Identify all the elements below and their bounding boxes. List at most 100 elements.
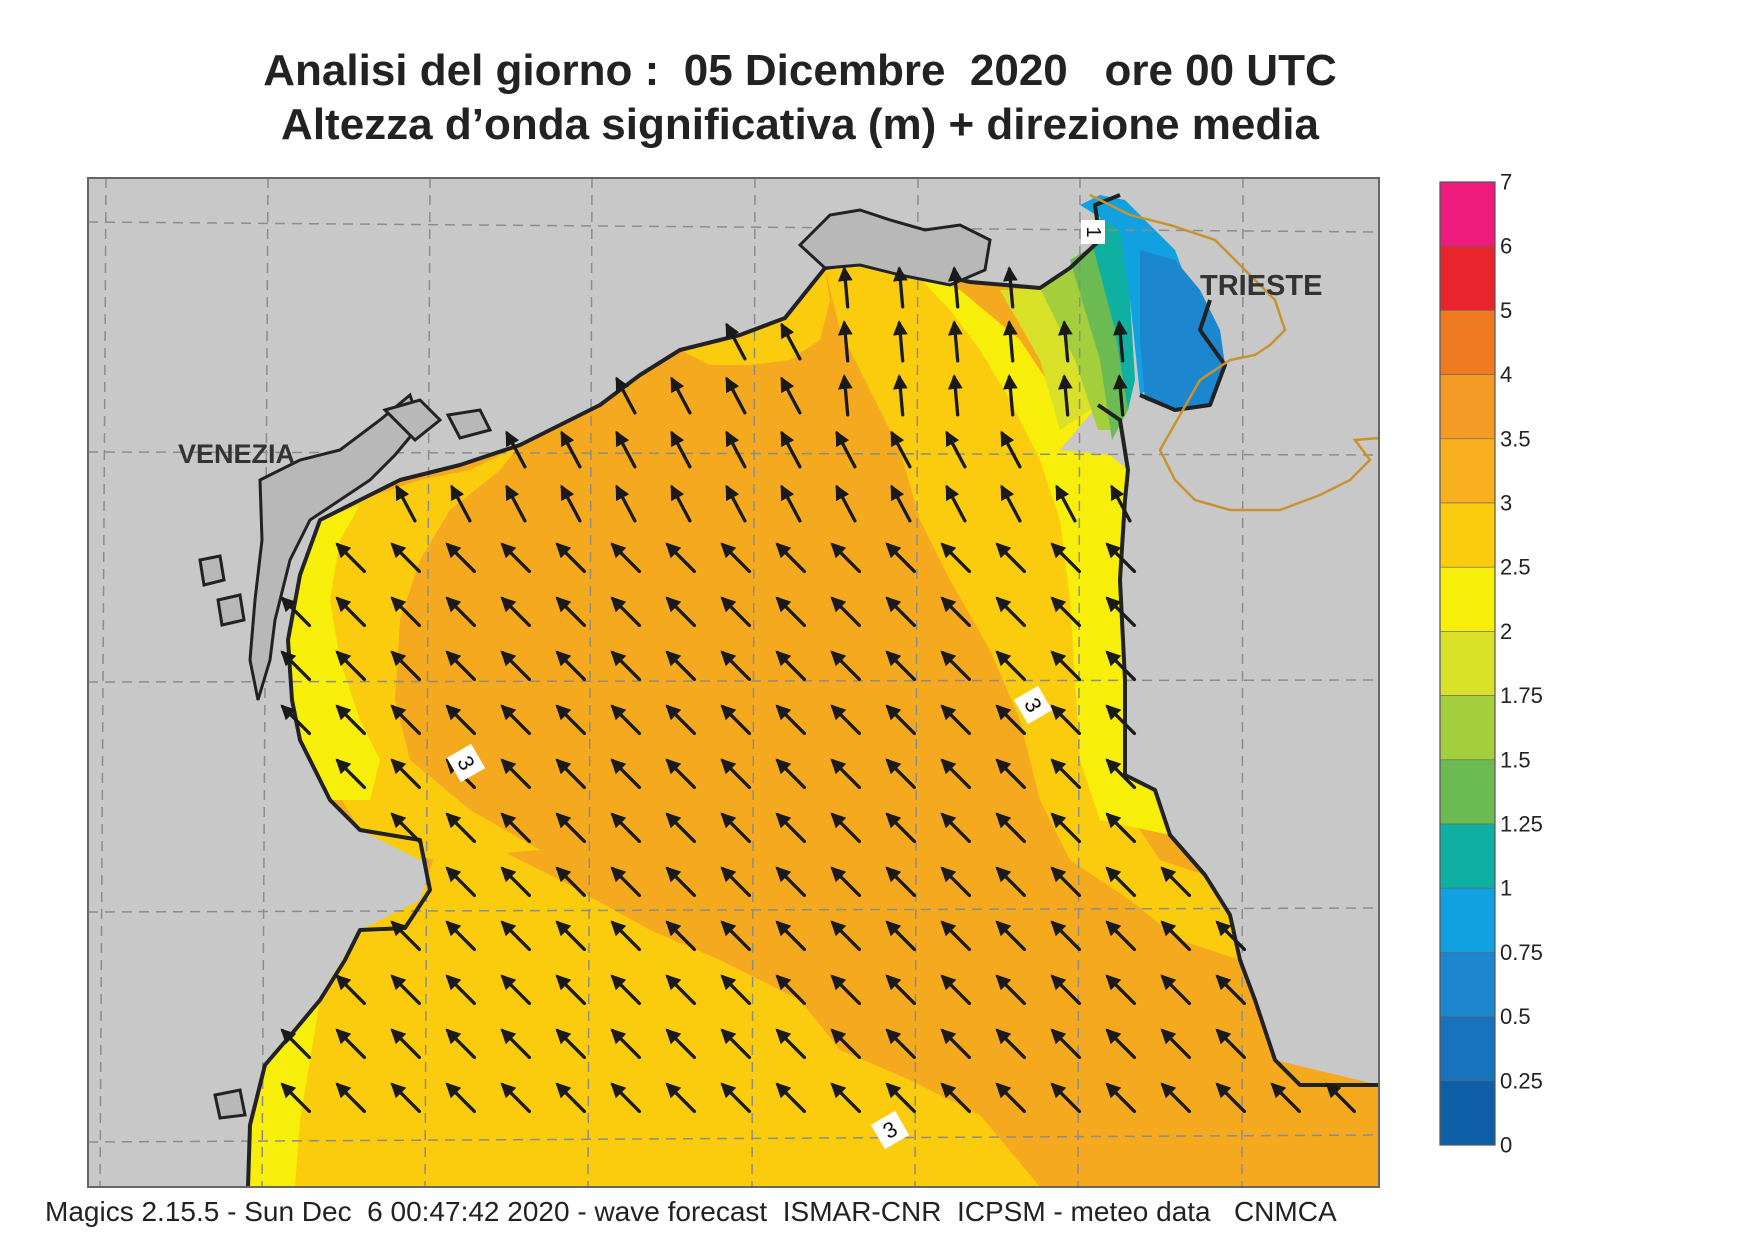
- band-0-5-0-75: [1140, 250, 1225, 410]
- legend-label-1: 6: [1500, 234, 1512, 259]
- wave-direction-arrow: [995, 812, 1027, 844]
- legend-swatch-3: [1439, 374, 1496, 440]
- wave-direction-arrow: [1215, 920, 1247, 952]
- wave-direction-arrow: [720, 1082, 752, 1114]
- wave-direction-arrow: [885, 758, 917, 790]
- wave-direction-arrow: [390, 758, 422, 790]
- wave-direction-arrow: [1215, 1082, 1247, 1114]
- wave-direction-arrow: [1050, 974, 1082, 1006]
- wave-direction-arrow: [720, 704, 752, 736]
- wave-direction-arrow: [775, 758, 807, 790]
- place-venezia: VENEZIA: [178, 439, 295, 469]
- legend-label-5: 3: [1500, 491, 1512, 516]
- wave-direction-arrow: [830, 812, 862, 844]
- legend-label-8: 1.75: [1500, 683, 1543, 708]
- wave-direction-arrow: [892, 266, 908, 309]
- title-line-2: Altezza d’onda significativa (m) + direz…: [281, 100, 1319, 149]
- wave-direction-arrow: [1160, 866, 1192, 898]
- wave-direction-arrow: [670, 376, 692, 415]
- legend-label-9: 1.5: [1500, 747, 1531, 772]
- wave-direction-arrow: [665, 866, 697, 898]
- wave-direction-arrow: [780, 430, 802, 469]
- contour-label-1-text: 1: [1082, 226, 1104, 237]
- wave-direction-arrow: [1050, 542, 1082, 574]
- wave-direction-arrow: [555, 650, 587, 682]
- place-trieste: TRIESTE: [1200, 270, 1322, 302]
- legend-label-2: 5: [1500, 298, 1512, 323]
- wave-direction-arrow: [890, 430, 912, 469]
- wave-direction-arrow: [615, 484, 637, 523]
- wave-direction-arrow: [775, 866, 807, 898]
- wave-direction-arrow: [1105, 704, 1137, 736]
- wave-direction-arrow: [335, 1082, 367, 1114]
- wave-direction-arrow: [500, 974, 532, 1006]
- wave-direction-arrow: [500, 758, 532, 790]
- wave-direction-arrow: [500, 1082, 532, 1114]
- wave-direction-arrow: [1105, 974, 1137, 1006]
- wave-direction-arrow: [1110, 484, 1132, 523]
- wave-direction-arrow: [665, 974, 697, 1006]
- wave-direction-arrow: [670, 430, 692, 469]
- wave-direction-arrow: [995, 596, 1027, 628]
- wave-direction-arrow: [500, 650, 532, 682]
- wave-direction-arrow: [505, 484, 527, 523]
- wave-direction-arrow: [445, 920, 477, 952]
- wave-direction-arrow: [1002, 374, 1018, 417]
- wave-direction-arrow: [280, 596, 312, 628]
- legend-swatch-12: [1439, 952, 1496, 1017]
- contour-label-1: 1: [1081, 220, 1105, 244]
- wave-direction-arrow: [450, 484, 472, 523]
- wave-direction-arrow: [610, 596, 642, 628]
- wave-direction-arrow: [610, 920, 642, 952]
- wave-direction-arrow: [885, 974, 917, 1006]
- legend-label-7: 2: [1500, 619, 1512, 644]
- wave-direction-arrow: [780, 322, 802, 361]
- wave-direction-arrow: [555, 1028, 587, 1060]
- lagoon-land: [198, 208, 992, 1120]
- legend-label-4: 3.5: [1500, 426, 1531, 451]
- legend-swatch-11: [1439, 887, 1496, 953]
- wave-direction-arrow: [720, 1028, 752, 1060]
- legend-label-12: 0.75: [1500, 940, 1543, 965]
- wave-direction-arrow: [995, 866, 1027, 898]
- wave-direction-arrow: [725, 430, 747, 469]
- wave-direction-arrow: [830, 920, 862, 952]
- wave-direction-arrow: [830, 650, 862, 682]
- wave-direction-arrow: [1160, 1028, 1192, 1060]
- wave-direction-arrow: [995, 650, 1027, 682]
- wave-direction-arrow: [445, 866, 477, 898]
- wave-direction-arrow: [335, 974, 367, 1006]
- wave-direction-arrow: [892, 320, 908, 363]
- wave-direction-arrow: [555, 758, 587, 790]
- contour-label-3-west: 3: [446, 743, 486, 783]
- wave-direction-arrow: [665, 920, 697, 952]
- wave-direction-arrow: [610, 650, 642, 682]
- legend-label-11: 1: [1500, 876, 1512, 901]
- wave-direction-arrow: [280, 704, 312, 736]
- wave-direction-arrow: [500, 704, 532, 736]
- wave-direction-arrow: [500, 1028, 532, 1060]
- wave-direction-arrow: [1050, 920, 1082, 952]
- wave-direction-arrow: [780, 484, 802, 523]
- wave-direction-arrow: [665, 812, 697, 844]
- wave-direction-arrow: [830, 1028, 862, 1060]
- legend-swatch-7: [1439, 631, 1496, 696]
- wave-direction-arrow: [775, 542, 807, 574]
- wave-direction-arrow: [885, 1082, 917, 1114]
- wave-direction-arrow: [665, 1082, 697, 1114]
- wave-direction-arrow: [280, 1082, 312, 1114]
- wave-direction-arrow: [940, 596, 972, 628]
- wave-direction-arrow: [610, 542, 642, 574]
- wave-direction-arrow: [775, 704, 807, 736]
- wave-direction-arrow: [395, 484, 417, 523]
- wave-direction-arrow: [835, 484, 857, 523]
- wave-direction-arrow: [837, 374, 853, 417]
- legend-label-15: 0: [1500, 1133, 1512, 1158]
- legend-label-6: 2.5: [1500, 555, 1531, 580]
- color-legend: [1439, 181, 1496, 1146]
- wave-direction-arrow: [775, 650, 807, 682]
- wave-direction-arrow: [940, 866, 972, 898]
- wave-direction-arrow: [610, 1082, 642, 1114]
- wave-direction-arrow: [775, 812, 807, 844]
- wave-direction-arrow: [555, 812, 587, 844]
